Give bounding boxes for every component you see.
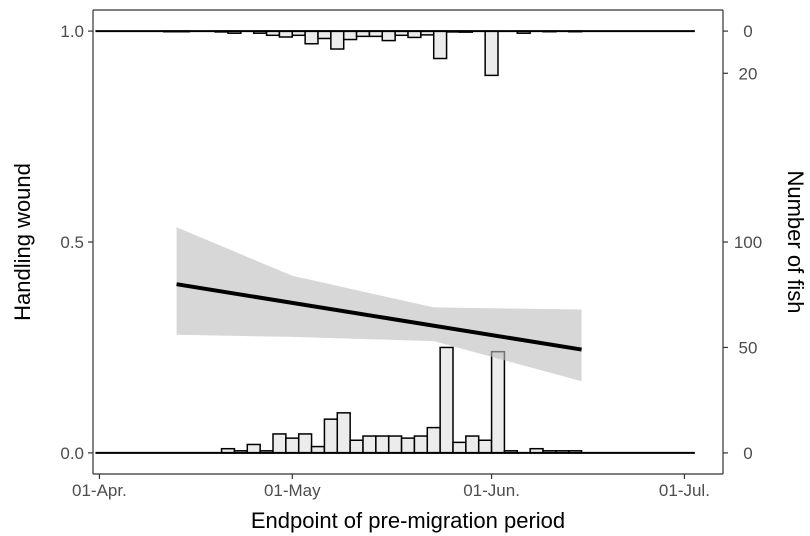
- x-tick-label: 01-Jun.: [463, 481, 520, 500]
- y-tick-group: 0.0 0.5 1.0: [60, 22, 93, 463]
- bar-bottom: [439, 346, 454, 454]
- confidence-band: [176, 227, 582, 382]
- y2-tick-label: 0: [743, 444, 752, 463]
- bar-bottom: [285, 437, 300, 454]
- x-tick-label: 01-Apr.: [72, 481, 127, 500]
- trend-line-path: [176, 282, 582, 352]
- bar-bottom: [426, 426, 441, 454]
- bar-bottom: [362, 435, 377, 454]
- bar-bottom: [477, 439, 493, 454]
- bar-top: [317, 30, 332, 40]
- bar-bottom: [272, 433, 287, 454]
- bar-bottom: [323, 418, 339, 454]
- bar-bottom: [452, 441, 467, 454]
- bar-bottom: [246, 443, 261, 454]
- y2-tick-group: 0 20 0 50 100: [723, 22, 762, 463]
- bars-top-series: [162, 30, 583, 77]
- x-tick-group: 01-Apr. 01-May 01-Jun. 01-Jul.: [72, 474, 710, 500]
- y2-tick-label: 100: [734, 233, 762, 252]
- bar-top: [484, 30, 499, 77]
- y2-tick-label: 50: [739, 338, 758, 357]
- y2-axis-title: Number of fish: [783, 170, 808, 313]
- bar-top: [304, 30, 319, 45]
- bar-bottom: [349, 439, 364, 454]
- trend-line: [176, 282, 582, 352]
- bar-top: [330, 30, 345, 50]
- x-tick-label: 01-Jul.: [659, 481, 710, 500]
- y-axis-title: Handling wound: [10, 163, 35, 321]
- y-tick-label: 0.5: [60, 233, 84, 252]
- bars-bottom-series: [220, 346, 583, 454]
- x-tick-label: 01-May: [264, 481, 321, 500]
- bar-bottom: [297, 433, 313, 454]
- y2-tick-label: 20: [739, 64, 758, 83]
- bar-bottom: [465, 435, 480, 454]
- y2-tick-label: 0: [743, 22, 752, 41]
- bar-bottom: [413, 435, 429, 454]
- bar-bottom: [336, 412, 351, 454]
- bar-bottom: [387, 435, 403, 454]
- bar-top: [432, 30, 448, 60]
- bar-bottom: [490, 350, 506, 454]
- bar-bottom: [400, 437, 416, 454]
- y-tick-label: 0.0: [60, 444, 84, 463]
- confidence-band-area: [176, 227, 582, 382]
- bar-top: [342, 30, 358, 41]
- x-axis-title: Endpoint of pre-migration period: [251, 508, 565, 533]
- y-tick-label: 1.0: [60, 22, 84, 41]
- bar-bottom: [375, 435, 390, 454]
- baselines: [95, 30, 695, 454]
- bar-top: [381, 30, 396, 42]
